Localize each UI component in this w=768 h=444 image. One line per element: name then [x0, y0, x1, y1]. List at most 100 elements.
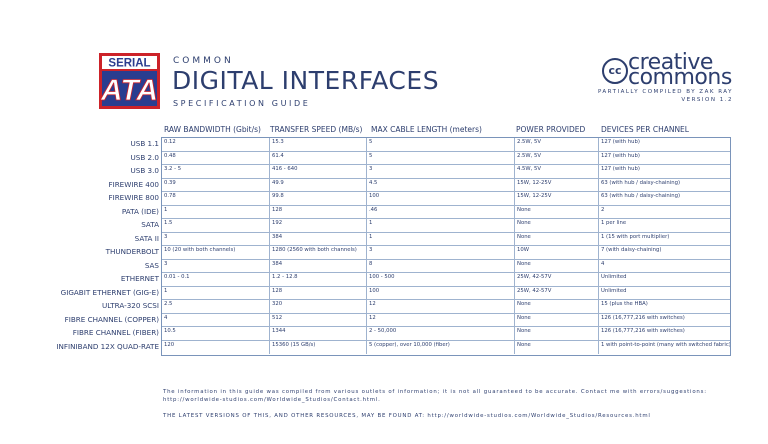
table-cell: 15W, 12-25V [514, 178, 598, 191]
table-cell: 25W, 42-57V [514, 273, 598, 286]
row-label: USB 3.0 [130, 166, 159, 175]
table-row: 3 384 1 None 1 (15 with port multiplier) [162, 232, 730, 246]
table-cell: None [514, 300, 598, 313]
table-row: 0.01 - 0.1 1.2 - 12.8 100 - 500 25W, 42-57V… [162, 273, 730, 287]
table-cell: 10W [514, 246, 598, 259]
table-cell: 0.78 [164, 193, 176, 199]
table-cell: 3 [366, 246, 514, 259]
table-cell: 192 [269, 219, 366, 232]
table-cell: 127 (with hub) [598, 151, 730, 164]
column-header: POWER PROVIDED [516, 125, 586, 134]
footer: The information in this guide was compil… [163, 388, 723, 428]
table-cell: None [514, 313, 598, 326]
table-cell: None [514, 232, 598, 245]
table-cell: 2 - 50,000 [366, 327, 514, 340]
table-cell: 15 (plus the HBA) [598, 300, 730, 313]
table-cell: 512 [269, 313, 366, 326]
table-cell: 320 [269, 300, 366, 313]
table-cell: 1 [366, 219, 514, 232]
table-cell: 1 [366, 232, 514, 245]
table-cell: 12 [366, 313, 514, 326]
row-label: THUNDERBOLT [105, 247, 159, 256]
table-cell: 128 [269, 286, 366, 299]
table-cell: 1.5 [164, 220, 173, 226]
table-cell: 12 [366, 300, 514, 313]
table-cell: 61.4 [269, 151, 366, 164]
column-header: DEVICES PER CHANNEL [601, 125, 689, 134]
table-cell: 10 (20 with both channels) [164, 247, 236, 253]
table-cell: 1 (15 with port multiplier) [598, 232, 730, 245]
table-row: 2.5 320 12 None 15 (plus the HBA) [162, 300, 730, 314]
table-cell: 126 (16,777,216 with switches) [598, 327, 730, 340]
table-cell: None [514, 327, 598, 340]
table-row: 120 15360 (15 GB/s) 5 (copper), over 10,00… [162, 340, 730, 354]
spec-table: 0.12 15.3 5 2.5W, 5V 127 (with hub) 0.48 61.4 5… [161, 137, 731, 356]
table-cell: 100 - 500 [366, 273, 514, 286]
table-cell: 1280 (2560 with both channels) [269, 246, 366, 259]
table-cell: 120 [164, 341, 175, 348]
table-cell: 126 (16,777,216 with switches) [598, 313, 730, 326]
table-cell: None [514, 219, 598, 232]
table-row: 1 128.46 None 2 [162, 205, 730, 219]
table-row: 0.78 99.8 100 15W, 12-25V 63 (with hub / dai… [162, 192, 730, 206]
table-cell: 127 (with hub) [598, 165, 730, 178]
table-cell: 4 [164, 314, 168, 321]
table-row: 1.5 192 1 None 1 per line [162, 219, 730, 233]
table-cell: 2.5W, 5V [514, 151, 598, 164]
logo-ata-text: ATA [100, 74, 158, 107]
row-label: SATA II [134, 233, 159, 243]
table-row: 0.12 15.3 5 2.5W, 5V 127 (with hub) [162, 138, 730, 152]
logo-serial-text: SERIAL [108, 58, 150, 70]
row-label: FIREWIRE 400 [108, 179, 159, 189]
table-cell: 100 [366, 192, 514, 205]
row-label: USB 2.0 [130, 152, 159, 162]
row-label: SATA [141, 220, 159, 229]
table-cell: 3 [164, 260, 168, 267]
table-cell: 2.5 [164, 301, 173, 307]
table-row: 4 512 12 None 126 (16,777,216 with switches) [162, 313, 730, 327]
row-label: GIGABIT ETHERNET (GIG-E) [60, 287, 159, 297]
table-cell: 0.01 - 0.1 [164, 274, 190, 280]
table-cell: 416 - 640 [269, 165, 366, 178]
table-cell: 63 (with hub / daisy-chaining) [598, 192, 730, 205]
table-cell: 0.39 [164, 179, 176, 186]
table-cell: 2 [598, 205, 730, 218]
row-label: FIREWIRE 800 [108, 193, 159, 202]
row-label: ETHERNET [120, 274, 159, 283]
header-kicker: COMMON [173, 56, 234, 66]
table-cell: 4.5 [366, 178, 514, 191]
table-cell: 15.3 [269, 138, 366, 151]
table-cell: 63 (with hub / daisy-chaining) [598, 178, 730, 191]
cc-word-commons: commons [628, 65, 732, 90]
row-label: FIBRE CHANNEL (COPPER) [64, 314, 159, 324]
table-cell: None [514, 205, 598, 218]
table-cell: Unlimited [598, 286, 730, 299]
row-label: INFINIBAND 12X QUAD-RATE [56, 341, 159, 351]
table-cell: 384 [269, 232, 366, 245]
row-label: PATA (IDE) [121, 206, 159, 216]
table-cell: 4.5W, 5V [514, 165, 598, 178]
table-cell: 5 (copper), over 10,000 (fiber) [366, 340, 514, 354]
row-label: SAS [144, 260, 159, 270]
table-cell: 15W, 12-25V [514, 192, 598, 205]
table-cell: 1 with point-to-point (many with switche… [598, 340, 730, 354]
table-cell: 1 [164, 287, 168, 294]
table-cell: 10.5 [164, 328, 176, 334]
table-cell: 3 [366, 165, 514, 178]
table-row: 10.5 1344 2 - 50,000 None 126 (16,777,216 wi… [162, 327, 730, 341]
table-row: 3 384 8 None 4 [162, 259, 730, 273]
footer-resources: THE LATEST VERSIONS OF THIS, AND OTHER R… [163, 413, 651, 419]
page-subtitle: SPECIFICATION GUIDE [173, 99, 311, 108]
table-row: 3.2 - 5 416 - 640 3 4.5W, 5V 127 (with hub) [162, 165, 730, 179]
serial-ata-logo: SERIAL ATA [99, 53, 160, 109]
row-label: FIBRE CHANNEL (FIBER) [72, 328, 159, 337]
footer-disclaimer: The information in this guide was compil… [163, 389, 707, 403]
version: VERSION 1.2 [681, 97, 733, 103]
table-cell: 99.8 [269, 192, 366, 205]
table-cell: None [514, 259, 598, 272]
table-cell: 128 [269, 205, 366, 218]
table-row: 1 128 100 25W, 42-57V Unlimited [162, 286, 730, 300]
table-row: 10 (20 with both channels) 1280 (2560 wit… [162, 246, 730, 260]
column-header: RAW BANDWIDTH (Gbit/s) [164, 125, 261, 134]
table-cell: 100 [366, 286, 514, 299]
